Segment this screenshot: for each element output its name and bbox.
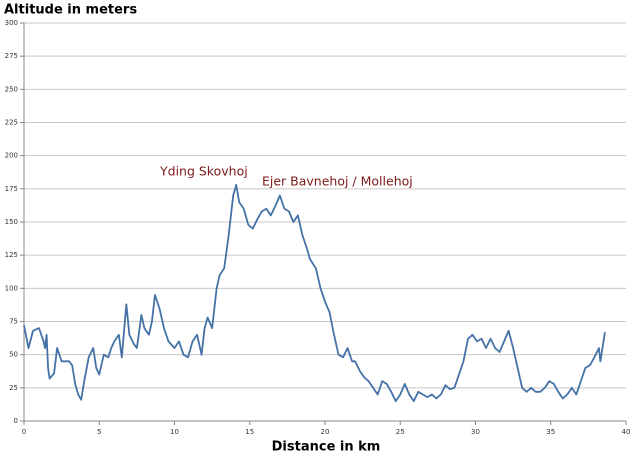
y-tick-label: 25 [9,384,18,392]
altitude-line [23,183,606,402]
y-tick-label: 200 [5,152,18,160]
x-tick-label: 35 [546,428,555,436]
x-tick-label: 10 [170,428,179,436]
y-tick-label: 250 [5,85,18,93]
x-tick-label: 15 [245,428,254,436]
annotation: Ejer Bavnehoj / Mollehoj [262,174,413,189]
x-tick-label: 25 [396,428,405,436]
x-tick-label: 40 [622,428,631,436]
y-tick-label: 300 [5,19,18,27]
y-tick-label: 50 [9,351,18,359]
y-tick-label: 275 [5,52,18,60]
y-tick-label: 100 [5,284,18,292]
x-tick-label: 30 [471,428,480,436]
y-tick-label: 0 [14,417,18,425]
x-axis-label: Distance in km [272,440,381,455]
x-tick-label: 5 [97,428,101,436]
y-tick-label: 175 [5,185,18,193]
y-tick-label: 125 [5,251,18,259]
y-tick-label: 150 [5,218,18,226]
y-tick-label: 75 [9,318,18,326]
chart-title: Altitude in meters [4,3,137,18]
y-tick-label: 225 [5,119,18,127]
annotation: Yding Skovhoj [159,164,248,179]
x-tick-label: 20 [321,428,330,436]
x-tick-label: 0 [22,428,26,436]
